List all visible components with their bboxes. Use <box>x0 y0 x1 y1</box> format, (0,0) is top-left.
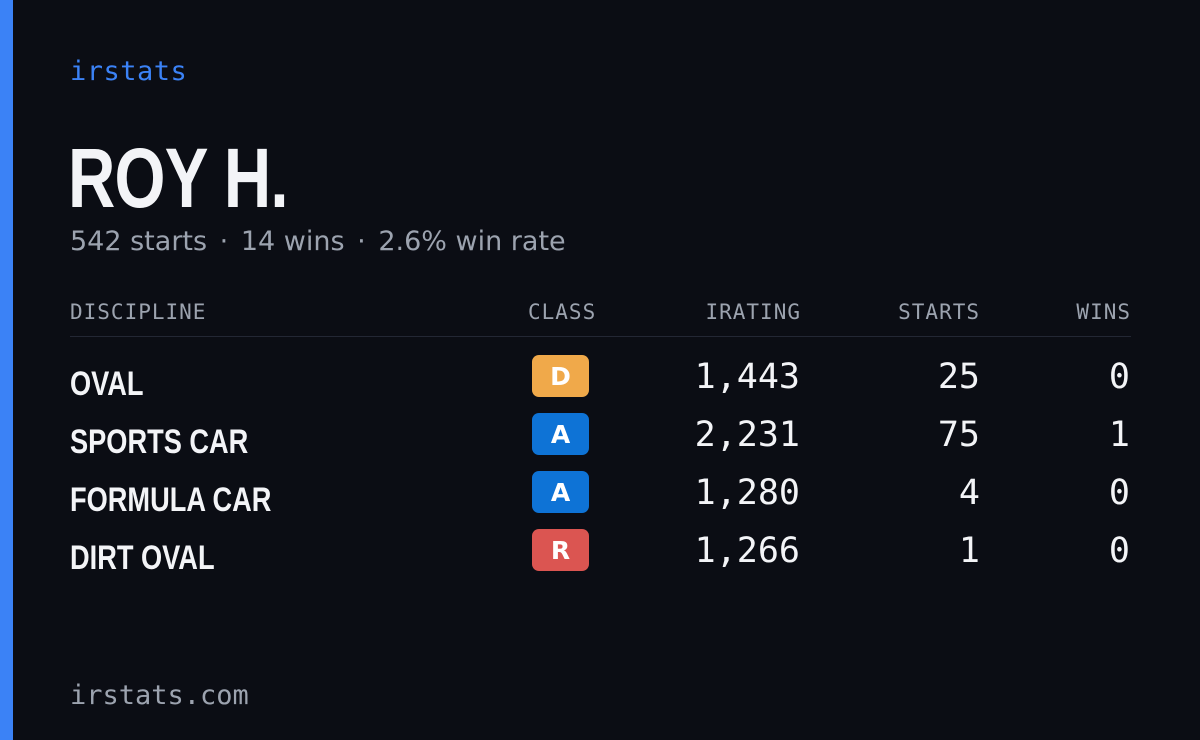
wins-value: 0 <box>1108 473 1130 513</box>
player-name: ROY H. <box>68 131 289 225</box>
irating-value: 1,280 <box>694 473 800 513</box>
discipline-stats-table: DISCIPLINE CLASS IRATING STARTS WINS OVA… <box>70 296 1131 585</box>
irating-value: 1,443 <box>694 357 800 397</box>
license-class-badge: R <box>532 529 589 571</box>
table-header: DISCIPLINE CLASS IRATING STARTS WINS <box>70 296 1131 337</box>
license-class-badge: A <box>532 413 589 455</box>
irating-value: 1,266 <box>694 531 800 571</box>
starts-value: 25 <box>937 357 980 397</box>
column-header-wins: WINS <box>1076 300 1131 324</box>
table-row: FORMULA CAR A 1,280 4 0 <box>70 469 1131 527</box>
wins-value: 0 <box>1108 531 1130 571</box>
profile-summary: 542 starts · 14 wins · 2.6% win rate <box>70 226 566 257</box>
starts-value: 75 <box>937 415 980 455</box>
column-header-irating: IRATING <box>705 300 801 324</box>
table-row: OVAL D 1,443 25 0 <box>70 353 1131 411</box>
table-body: OVAL D 1,443 25 0 SPORTS CAR A 2,231 75 … <box>70 353 1131 585</box>
column-header-starts: STARTS <box>898 300 980 324</box>
brand-logo[interactable]: irstats <box>70 56 188 87</box>
wins-value: 1 <box>1108 415 1130 455</box>
discipline-name: DIRT OVAL <box>70 539 215 577</box>
win-rate-summary: 2.6% win rate <box>378 226 566 257</box>
discipline-name: SPORTS CAR <box>70 423 249 461</box>
separator: · <box>357 226 366 257</box>
discipline-name: FORMULA CAR <box>70 481 272 519</box>
table-row: DIRT OVAL R 1,266 1 0 <box>70 527 1131 585</box>
starts-value: 1 <box>958 531 980 571</box>
starts-summary: 542 starts <box>70 226 208 257</box>
accent-bar <box>0 0 13 740</box>
starts-value: 4 <box>958 473 980 513</box>
wins-summary: 14 wins <box>240 226 345 257</box>
irating-value: 2,231 <box>694 415 800 455</box>
discipline-name: OVAL <box>70 365 144 403</box>
license-class-badge: A <box>532 471 589 513</box>
footer-url[interactable]: irstats.com <box>70 680 249 711</box>
wins-value: 0 <box>1108 357 1130 397</box>
column-header-class: CLASS <box>528 300 597 324</box>
separator: · <box>219 226 229 257</box>
table-row: SPORTS CAR A 2,231 75 1 <box>70 411 1131 469</box>
license-class-badge: D <box>532 355 589 397</box>
column-header-discipline: DISCIPLINE <box>70 300 207 324</box>
